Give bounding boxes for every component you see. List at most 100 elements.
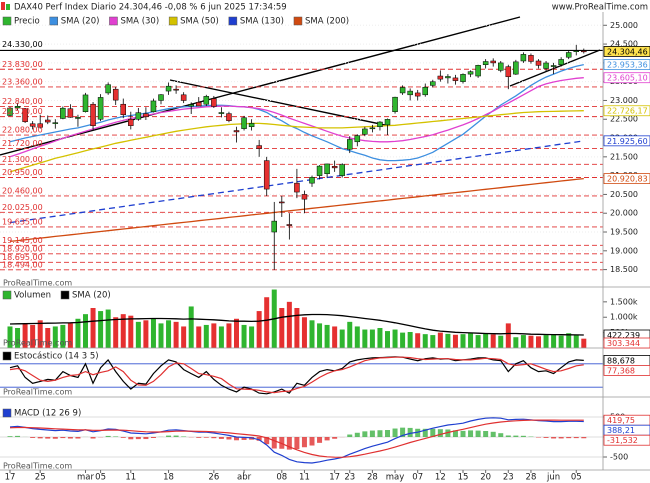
volume-bar [158,323,164,348]
legend-label: SMA (20) [61,17,100,27]
x-tick-label: 08 [276,473,287,483]
candle-body [565,52,572,58]
value-badge-label: 20.920,83 [607,175,648,184]
x-tick-label: 07 [412,473,423,483]
value-badge [603,105,650,117]
volume-bar [279,308,285,348]
header-icon [1,2,5,10]
value-badge-label: 422.239 [607,331,640,340]
histogram-bar [143,437,149,440]
histogram-bar [309,437,315,446]
volume-bar [324,324,330,348]
histogram-bar [128,437,134,440]
candle-body [233,130,240,133]
volume-bar [445,333,451,348]
volume-bar [37,320,43,348]
support-level-label: 19.145,00 [2,236,43,245]
histogram-bar [271,437,277,449]
histogram-bar [301,437,307,448]
value-badge [603,135,650,147]
volume-bar [354,326,360,348]
x-tick-label: 12 [435,473,446,483]
x-tick-label: 05 [571,473,582,483]
histogram-bar [332,437,338,439]
volume-bar [301,317,307,348]
volume-bar [317,323,323,348]
volume-bar [218,326,224,348]
value-badge-label: 77,368 [607,366,635,375]
histogram-bar [490,431,496,437]
x-tick-label: mar [77,473,94,483]
histogram-bar [113,436,119,437]
volume-bar [452,334,458,348]
volume-bar [181,326,187,348]
histogram-bar [67,437,73,439]
candle-body [248,123,255,128]
volume-bar [558,335,564,348]
candle-body [226,113,232,121]
histogram-bar [385,430,390,437]
candle-body [143,113,149,117]
candle-body [437,75,444,80]
y-tick-label: 19.000 [610,246,638,255]
candle-body [37,123,43,128]
histogram-bar [286,437,292,450]
value-badge [603,365,650,376]
trend-line [169,79,386,126]
candle-body [543,62,549,69]
x-tick-label: jun [546,473,560,483]
candle-body [445,76,451,79]
histogram-bar [317,437,323,443]
value-badge-label: 388,21 [607,426,635,435]
histogram-bar [551,437,557,439]
candle-body [173,88,179,91]
x-tick-label: 26 [208,473,219,483]
trend-line [0,16,521,156]
volume-bar [498,335,504,348]
candle-body [67,108,74,118]
support-level-label: 20.460,00 [2,186,43,195]
histogram-bar [324,437,330,441]
volume-bar [543,335,549,348]
x-tick-label: 05 [95,473,106,483]
candle-body [498,62,504,71]
volume-bar [400,332,406,348]
histogram-bar [105,435,111,437]
support-level-label: 23.830,00 [2,60,43,69]
candle-body [105,84,111,94]
value-badge-label: 419,75 [607,416,635,425]
volume-bar [286,301,292,348]
legend-swatch [168,16,178,26]
candle-body [505,66,512,78]
candle-body [301,194,308,200]
volume-bar [407,332,413,348]
legend-swatch [49,16,58,26]
histogram-bar [294,437,300,449]
x-tick-label: abr [237,473,252,483]
legend-label: SMA (200) [305,17,349,27]
candle-body [384,119,391,126]
histogram-bar [45,437,51,439]
volume-bar [566,333,572,348]
legend-label: Volumen [14,291,51,301]
value-badge-label: 23.605,10 [607,74,648,83]
y-tick-label: 25.000 [610,21,638,30]
candle-body [452,77,459,81]
volume-bar [392,329,398,348]
volume-bar [128,315,134,348]
histogram-bar [505,435,511,437]
candle-body [535,60,542,66]
volume-bar [188,306,194,348]
value-badge [603,72,650,84]
support-level-label: 19.635,00 [2,217,43,226]
volume-bar [52,326,58,348]
candle-body [271,220,277,233]
candle-body [196,102,202,107]
histogram-bar [52,437,58,439]
legend-swatch [2,351,12,361]
candle-body [286,224,293,226]
candle-body [158,94,164,101]
legend-swatch [2,16,12,26]
volume-bar [460,334,466,348]
